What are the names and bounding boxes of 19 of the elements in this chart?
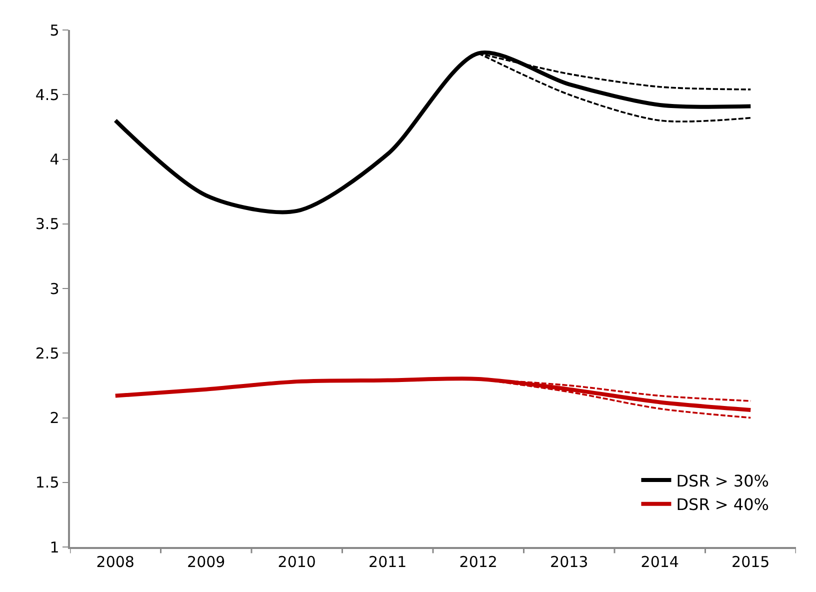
y-tick-label: 3.5 [35, 215, 60, 234]
x-tick-label: 2014 [640, 552, 679, 571]
x-tick-label: 2010 [278, 552, 316, 571]
legend-label: DSR > 40% [676, 495, 769, 514]
x-tick-label: 2011 [368, 552, 407, 571]
y-tick-label: 3 [50, 280, 60, 298]
x-tick-label: 2008 [96, 552, 134, 571]
y-tick-label: 4 [50, 150, 60, 168]
x-tick-label: 2012 [459, 552, 498, 571]
y-tick-label: 2.5 [35, 344, 60, 362]
y-tick-label: 2 [50, 409, 60, 427]
legend-label: DSR > 30% [676, 471, 769, 490]
y-tick-label: 4.5 [35, 86, 60, 104]
y-tick-label: 1 [50, 538, 60, 556]
x-tick-label: 2013 [550, 552, 588, 571]
x-tick-label: 2009 [187, 552, 226, 571]
y-tick-label: 5 [50, 21, 60, 40]
x-tick-label: 2015 [732, 552, 770, 571]
y-tick-label: 1.5 [35, 474, 60, 492]
